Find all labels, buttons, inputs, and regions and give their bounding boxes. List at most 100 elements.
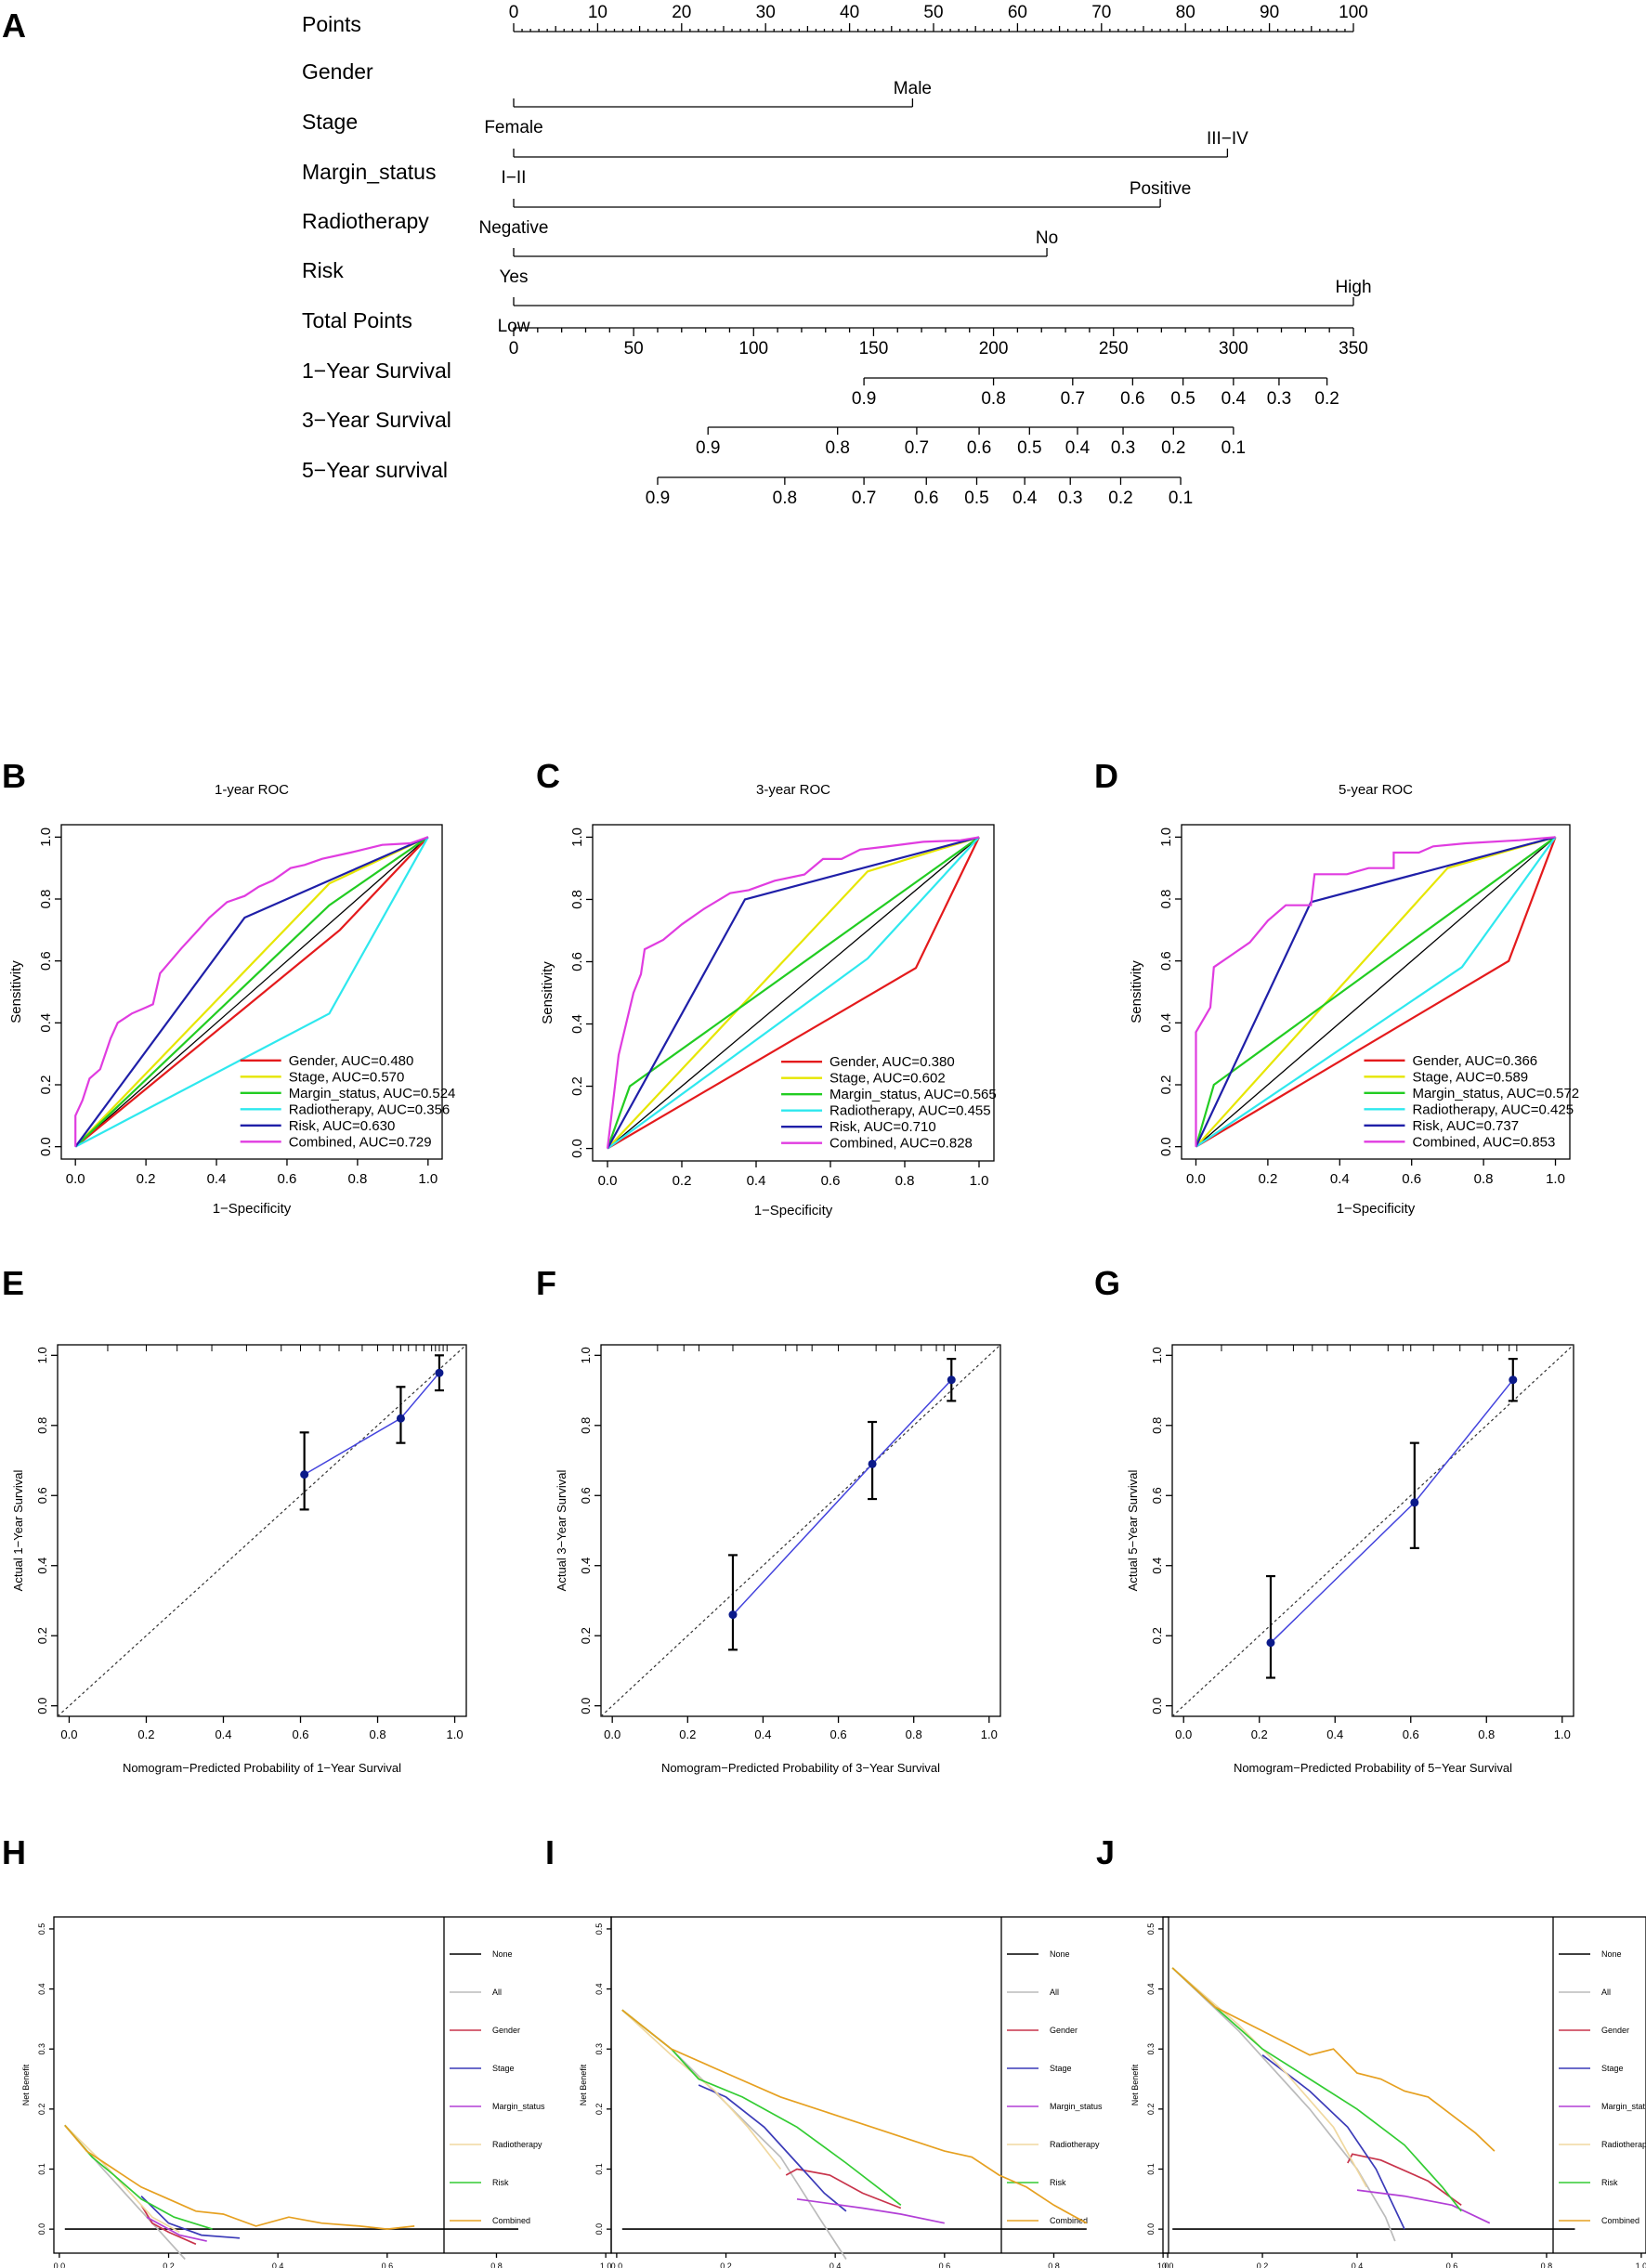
- calibration-3-year-panel: 0.0 0.2 0.4 0.6 0.8 1.0 0.0 0.2 0.4 0.6 0.8 1.0 Nomo…: [555, 1344, 1001, 1775]
- dca-legend-label: Stage: [1601, 2064, 1624, 2073]
- x-tick-label: 0.2: [679, 1727, 696, 1741]
- y-tick-label: 0.8: [1150, 1417, 1164, 1434]
- dca-legend-label: Stage: [1050, 2064, 1072, 2073]
- dca-x-tick-label: 0.8: [1048, 2261, 1060, 2268]
- dca-curve-line: [1261, 2054, 1405, 2230]
- dca-y-tick-label: 0.5: [594, 1923, 604, 1936]
- dca-y-tick-label: 0.4: [37, 1983, 46, 1995]
- dca-5-year-panel: 0.00.20.40.60.81.00.00.10.20.30.40.5Thre…: [1130, 1916, 1646, 2268]
- dca-curve-line: [140, 2195, 241, 2239]
- dca-legend-label: Gender: [492, 2026, 520, 2035]
- points-tick-label: 50: [923, 3, 943, 22]
- dca-x-tick-label: 1.0: [600, 2261, 612, 2268]
- y-tick-label: 0.4: [38, 1013, 54, 1033]
- dca-plot-frame: [1162, 1916, 1646, 2254]
- roc-x-axis-label: 1−Specificity: [213, 1201, 292, 1217]
- y-tick-label: 0.6: [579, 1487, 593, 1504]
- x-tick-label: 0.6: [821, 1173, 841, 1189]
- survival-tick-label: 0.4: [1221, 389, 1247, 409]
- dca-y-tick-label: 0.1: [37, 2163, 46, 2175]
- total-points-tick-label: 250: [1099, 339, 1129, 358]
- roc-x-axis-label: 1−Specificity: [1337, 1201, 1416, 1217]
- x-tick-label: 0.0: [66, 1171, 85, 1187]
- points-tick-label: 20: [672, 3, 691, 22]
- x-tick-label: 0.4: [215, 1727, 231, 1741]
- nomogram-row-label: Total Points: [302, 308, 412, 332]
- dca-y-tick-label: 0.4: [594, 1983, 604, 1995]
- y-tick-label: 0.0: [35, 1698, 49, 1714]
- nomogram-level-label: Positive: [1130, 179, 1192, 199]
- y-tick-label: 0.2: [579, 1627, 593, 1644]
- x-tick-label: 0.8: [895, 1173, 915, 1189]
- dca-3-year-panel: 0.00.20.40.60.81.00.00.10.20.30.40.5Thre…: [579, 1916, 1169, 2268]
- panel-letter-j: J: [1096, 1833, 1115, 1871]
- nomogram-level-label: I−II: [502, 168, 527, 188]
- x-tick-label: 0.4: [754, 1727, 771, 1741]
- survival-tick-label: 0.6: [967, 438, 991, 458]
- roc-reference-diagonal: [74, 836, 429, 1148]
- y-tick-label: 0.2: [38, 1075, 54, 1095]
- dca-legend-label: Combined: [1050, 2216, 1088, 2225]
- panel-letter-f: F: [536, 1264, 556, 1302]
- dca-x-tick-label: 0.8: [1541, 2261, 1553, 2268]
- survival-tick-label: 0.8: [825, 438, 849, 458]
- total-points-tick-label: 350: [1339, 339, 1368, 358]
- nomogram-level-label: Low: [498, 317, 530, 336]
- dca-x-tick-label: 0.4: [272, 2261, 284, 2268]
- y-tick-label: 0.4: [579, 1558, 593, 1574]
- dca-x-tick-label: 0.2: [1257, 2261, 1269, 2268]
- y-tick-label: 0.0: [1158, 1137, 1174, 1156]
- roc-legend-label: Combined, AUC=0.828: [830, 1136, 973, 1152]
- dca-x-tick-label: 0.4: [1352, 2261, 1364, 2268]
- panel-letter-c: C: [536, 757, 560, 795]
- dca-legend-label: Radiotherapy: [492, 2140, 542, 2149]
- dca-y-tick-label: 0.2: [594, 2104, 604, 2116]
- dca-legend-label: None: [1050, 1949, 1070, 1959]
- roc-legend-label: Margin_status, AUC=0.524: [289, 1086, 456, 1101]
- y-tick-label: 0.6: [35, 1487, 49, 1504]
- roc-legend-label: Risk, AUC=0.630: [289, 1118, 396, 1134]
- panel-letter-i: I: [545, 1833, 555, 1871]
- dca-x-tick-label: 0.6: [1446, 2261, 1458, 2268]
- roc-curve-line: [607, 836, 980, 1150]
- roc-reference-diagonal: [607, 836, 980, 1150]
- survival-tick-label: 0.7: [905, 438, 929, 458]
- roc-curve-line: [1195, 836, 1556, 1147]
- dca-x-tick-label: 0.0: [1162, 2261, 1174, 2268]
- dca-y-tick-label: 0.3: [1146, 2043, 1156, 2055]
- x-tick-label: 0.0: [598, 1173, 618, 1189]
- y-tick-label: 1.0: [1150, 1347, 1164, 1363]
- survival-tick-label: 0.8: [981, 389, 1005, 409]
- dca-curve-line: [621, 2009, 847, 2260]
- nomogram-row-label: Gender: [302, 59, 373, 84]
- roc-title: 3-year ROC: [756, 782, 830, 798]
- roc-title: 5-year ROC: [1339, 782, 1413, 798]
- calibration-5-year-panel: 0.0 0.2 0.4 0.6 0.8 1.0 0.0 0.2 0.4 0.6 0.8 1.0 Nomo…: [1126, 1344, 1574, 1775]
- calibration-point: [947, 1375, 956, 1385]
- dca-y-tick-label: 0.5: [1146, 1923, 1156, 1936]
- points-tick-label: 0: [509, 3, 519, 22]
- dca-curve-line: [621, 2009, 782, 2170]
- points-tick-label: 90: [1260, 3, 1279, 22]
- dca-y-tick-label: 0.1: [1146, 2163, 1156, 2175]
- dca-curve-line: [1171, 1967, 1462, 2212]
- roc-y-axis-label: Sensitivity: [8, 960, 24, 1023]
- roc-legend-label: Margin_status, AUC=0.572: [1412, 1086, 1579, 1101]
- y-tick-label: 0.8: [38, 890, 54, 909]
- roc-curve-line: [74, 836, 429, 1148]
- calibration-line: [304, 1372, 440, 1476]
- dca-x-tick-label: 0.2: [163, 2261, 175, 2268]
- x-tick-label: 1.0: [981, 1727, 998, 1741]
- calibration-point: [1410, 1498, 1419, 1507]
- survival-tick-label: 0.2: [1161, 438, 1185, 458]
- nomogram-level-label: III−IV: [1207, 129, 1248, 149]
- dca-curve-line: [64, 2124, 180, 2234]
- dca-legend-label: Risk: [1601, 2178, 1618, 2187]
- dca-x-tick-label: 0.0: [611, 2261, 623, 2268]
- dca-y-axis-label: Net Benefit: [1130, 2064, 1140, 2105]
- x-tick-label: 0.8: [1474, 1171, 1494, 1187]
- calibration-x-axis-label: Nomogram−Predicted Probability of 5−Year…: [1234, 1761, 1512, 1775]
- dca-legend-label: All: [492, 1988, 502, 1997]
- y-tick-label: 0.0: [1150, 1698, 1164, 1714]
